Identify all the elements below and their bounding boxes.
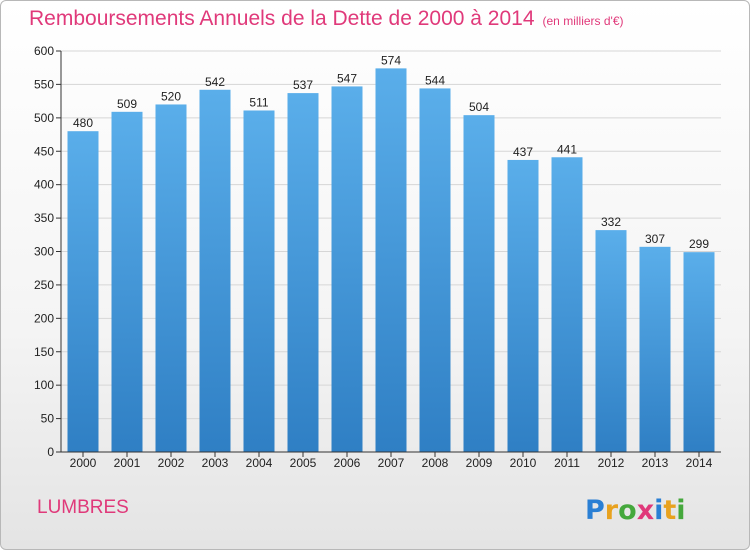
y-tick-label: 0: [47, 445, 54, 459]
bar-value-label: 544: [425, 73, 445, 87]
logo-letter: i: [676, 495, 685, 526]
x-tick-label: 2007: [378, 456, 405, 470]
bar: [199, 89, 231, 452]
bar: [111, 111, 143, 453]
bar-value-label: 307: [645, 232, 665, 246]
x-tick-label: 2010: [510, 456, 537, 470]
bar: [507, 159, 539, 452]
x-tick-label: 2004: [246, 456, 273, 470]
y-tick-label: 100: [34, 378, 54, 392]
x-tick-label: 2011: [554, 456, 580, 470]
bar: [639, 246, 671, 452]
x-tick-label: 2000: [70, 456, 97, 470]
logo-letter: r: [605, 495, 619, 526]
y-tick-label: 500: [34, 111, 54, 125]
bar: [243, 110, 275, 453]
commune-name: LUMBRES: [37, 497, 129, 518]
x-tick-label: 2003: [202, 456, 229, 470]
x-tick-label: 2014: [686, 456, 713, 470]
logo-letter: t: [663, 495, 676, 526]
logo-letter: x: [637, 495, 654, 526]
bar-value-label: 504: [469, 100, 489, 114]
bar: [155, 104, 187, 452]
x-tick-label: 2008: [422, 456, 449, 470]
x-tick-label: 2013: [642, 456, 669, 470]
bar-value-label: 299: [689, 237, 709, 251]
bar-value-label: 574: [381, 53, 401, 67]
bar: [375, 68, 407, 453]
y-tick-label: 550: [34, 77, 54, 91]
y-tick-label: 150: [34, 345, 54, 359]
bar-value-label: 542: [205, 75, 225, 89]
bar-value-label: 547: [337, 71, 357, 85]
x-tick-label: 2001: [114, 456, 141, 470]
chart-title-unit: (en milliers d'€): [542, 14, 624, 28]
bar-series: [67, 68, 715, 453]
bar-value-label: 509: [117, 97, 137, 111]
y-tick-label: 350: [34, 211, 54, 225]
logo-letter: o: [618, 495, 637, 526]
x-tick-label: 2009: [466, 456, 493, 470]
bar: [683, 252, 715, 452]
y-tick-label: 400: [34, 178, 54, 192]
logo-letter: i: [654, 495, 663, 526]
value-labels: 480 509 520 542 511 537 547 574 544 504 437 441 332 3…: [73, 53, 709, 251]
proxiti-logo-text: Proxiti: [585, 495, 686, 526]
y-tick-label: 250: [34, 278, 54, 292]
bar-value-label: 480: [73, 116, 93, 130]
x-tick-label: 2005: [290, 456, 317, 470]
x-tick-label: 2012: [598, 456, 625, 470]
x-tick-label: 2006: [334, 456, 361, 470]
y-tick-label: 450: [34, 144, 54, 158]
y-tick-label: 50: [41, 412, 55, 426]
logo-letter: P: [585, 495, 605, 526]
proxiti-logo: Proxiti: [585, 495, 686, 526]
y-tick-label: 200: [34, 311, 54, 325]
y-tick-label: 300: [34, 245, 54, 259]
bar-value-label: 520: [161, 89, 181, 103]
bar-value-label: 437: [513, 145, 533, 159]
bar-value-label: 511: [249, 95, 268, 109]
bar-value-label: 332: [601, 215, 621, 229]
x-tick-labels: 2000 2001 2002 2003 2004 2005 2006 2007 2008 2009…: [70, 452, 713, 470]
bar: [595, 230, 627, 452]
bar: [67, 131, 99, 452]
bar: [551, 157, 583, 452]
chart-title-main: Remboursements Annuels de la Dette de 20…: [29, 7, 535, 30]
bar: [463, 115, 495, 452]
bar: [331, 86, 363, 453]
x-tick-label: 2002: [158, 456, 185, 470]
y-tick-label: 600: [34, 44, 54, 58]
bar-value-label: 441: [557, 142, 577, 156]
bar: [287, 93, 319, 452]
bar: [419, 88, 451, 452]
bar-value-label: 537: [293, 78, 313, 92]
chart-title: Remboursements Annuels de la Dette de 20…: [29, 7, 624, 31]
y-tick-labels: 0 50 100 150 200 250 300 350 400 450 500 550 600: [34, 44, 54, 459]
